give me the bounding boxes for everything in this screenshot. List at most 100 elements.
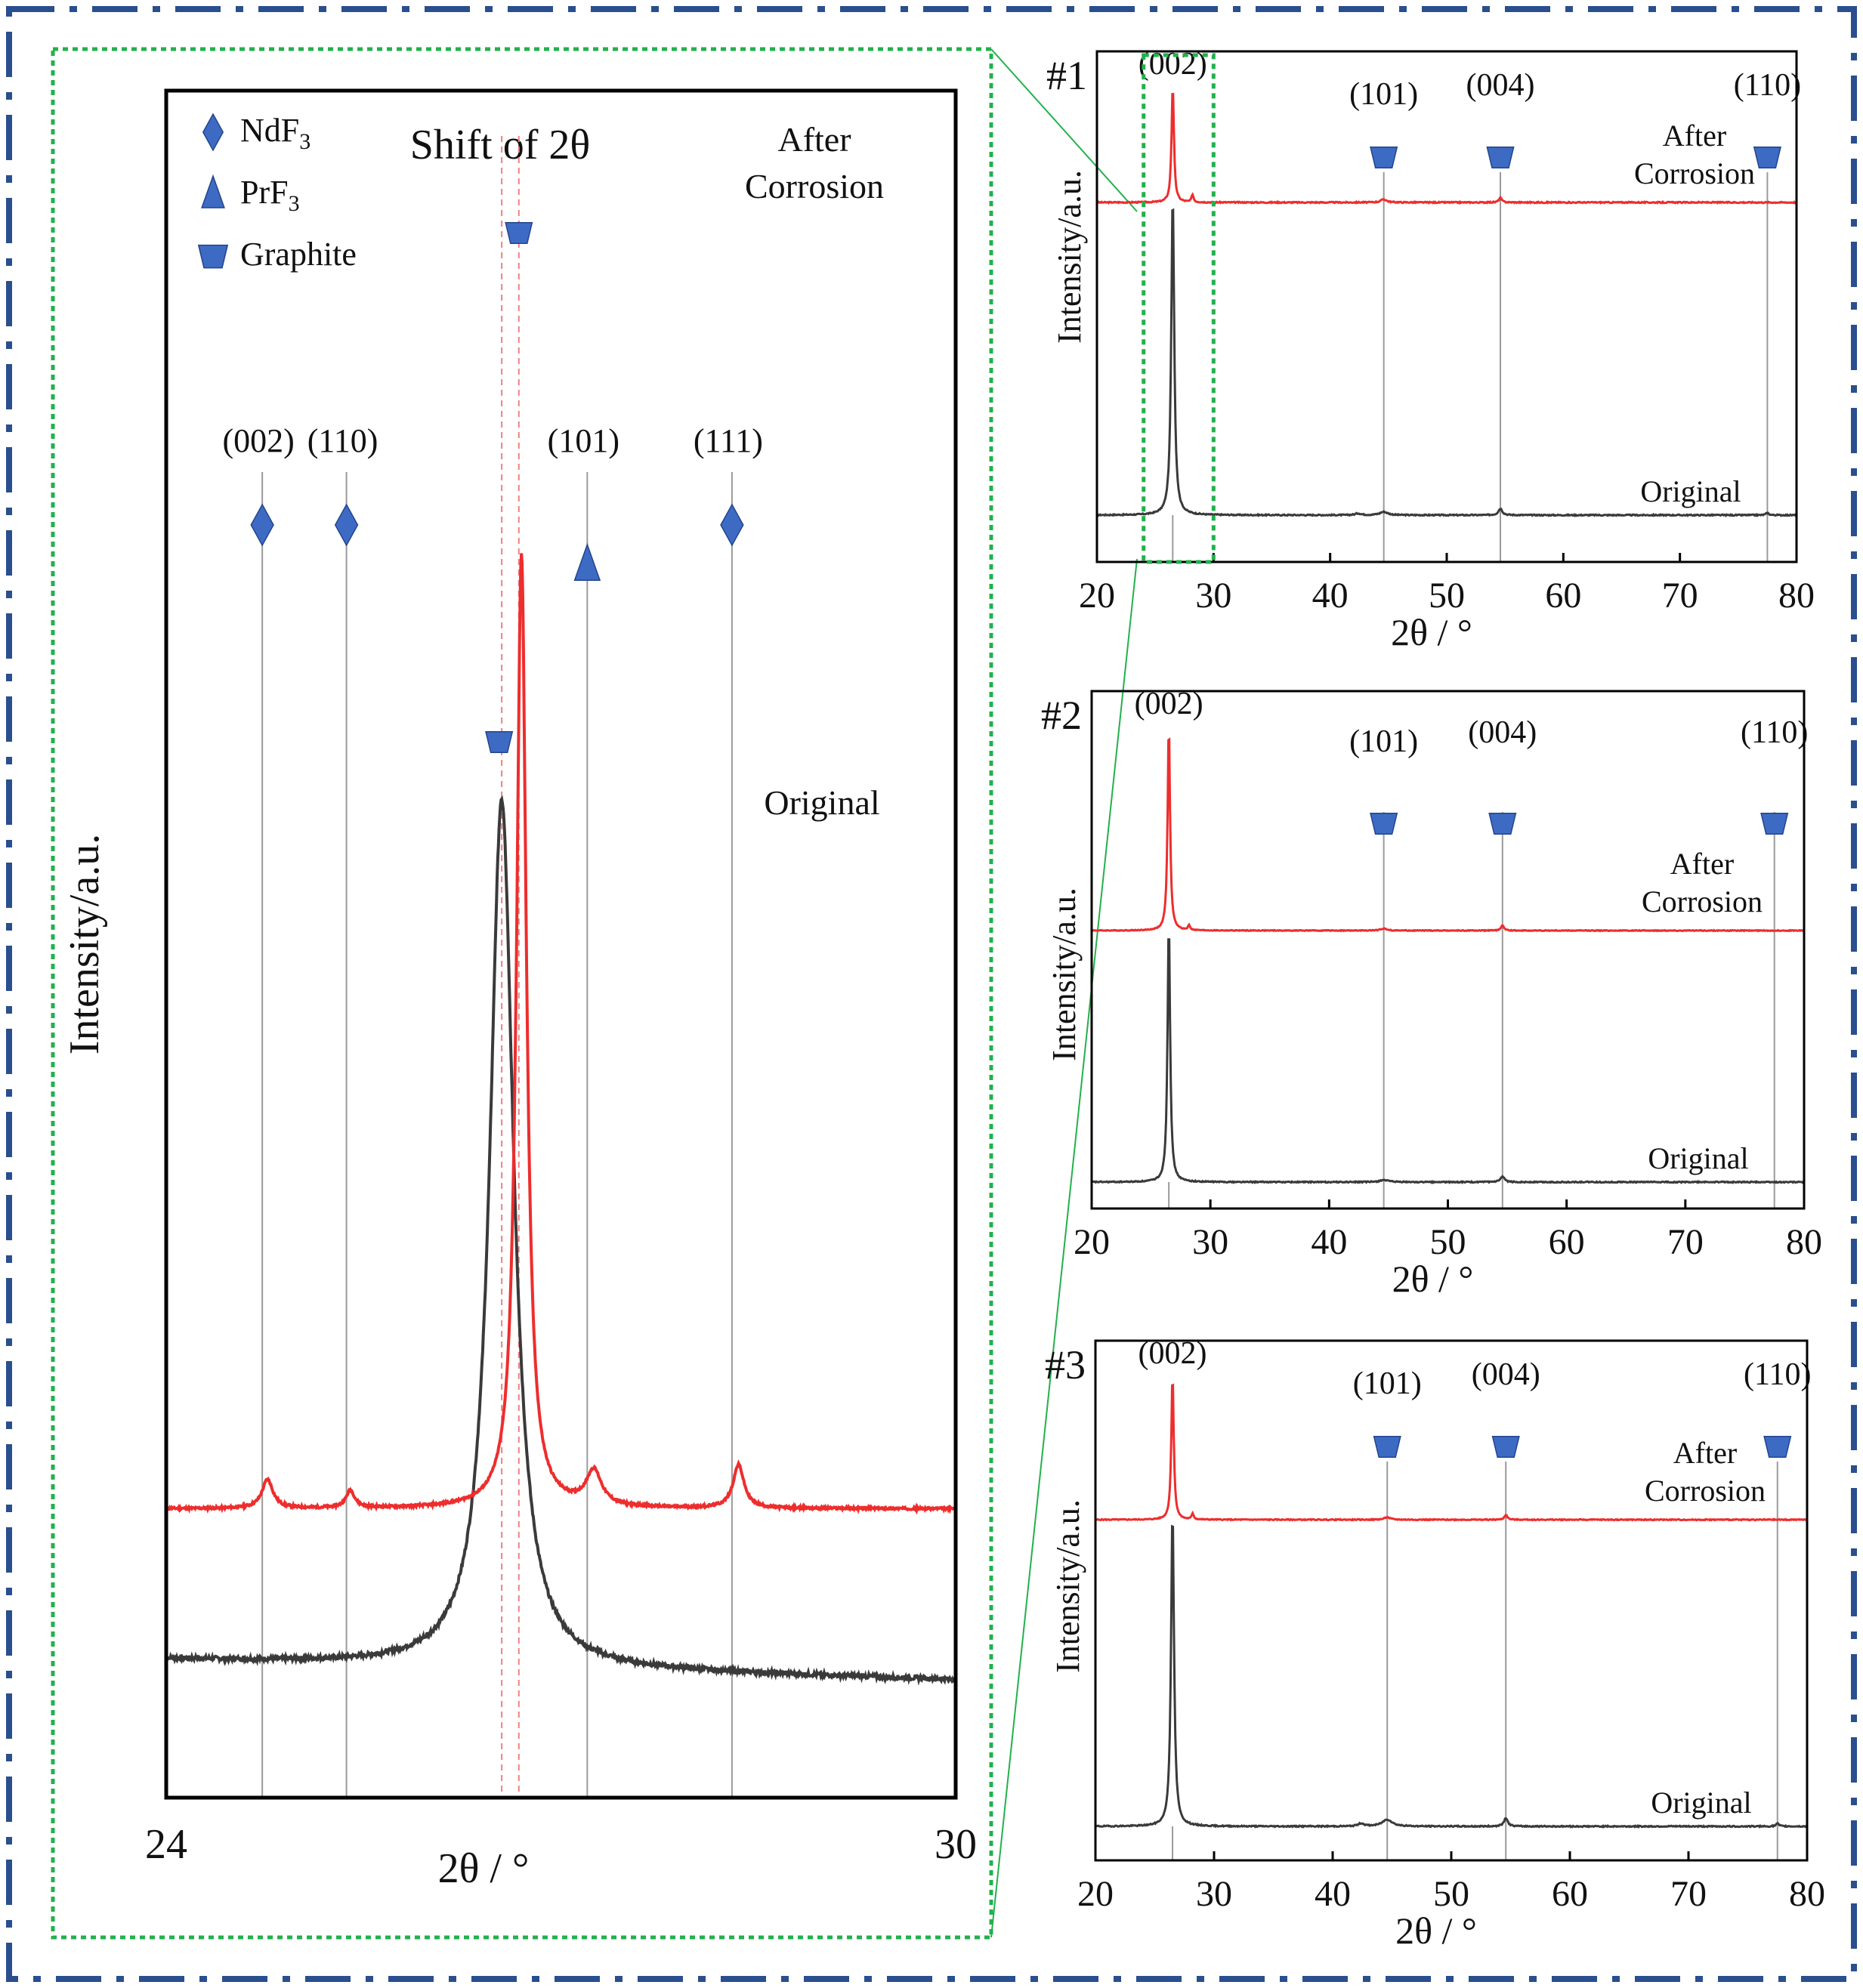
- peak-diamond-icon: [250, 503, 274, 547]
- subplot-id-label: #2: [1041, 693, 1082, 738]
- after-corrosion-label: Corrosion: [1634, 156, 1755, 190]
- x-tick-label: 50: [1430, 1222, 1466, 1262]
- peak-label: (111): [694, 422, 763, 459]
- x-tick-label: 30: [1195, 576, 1231, 616]
- legend-trapezoid-icon: [197, 244, 229, 269]
- x-tick-label: 40: [1315, 1874, 1351, 1914]
- subplot-frame: [1090, 690, 1806, 1210]
- graphite-marker-icon: [1373, 1436, 1401, 1459]
- graphite-marker-icon: [1763, 1436, 1792, 1459]
- peak-label: (004): [1468, 715, 1537, 750]
- peak-label: (004): [1472, 1357, 1540, 1392]
- x-tick-label: 80: [1789, 1874, 1825, 1914]
- peak-label: (101): [548, 422, 619, 459]
- graphite-marker-icon: [1760, 813, 1789, 835]
- peak-label: (110): [1734, 68, 1801, 103]
- peak-triangle-icon: [573, 542, 601, 581]
- after-series-line: [1091, 737, 1805, 933]
- main-legend: NdF3 PrF3 Graphite: [197, 112, 357, 273]
- main-chart: NdF3 PrF3 Graphite Shift of 2θ After Corrosio…: [61, 88, 977, 1892]
- graphite-marker-icon: [1488, 813, 1517, 835]
- subchart-1: (002) (101) (004) (110) 20 30 40 50 60 70 80 2θ / °…: [1046, 47, 1815, 653]
- after-series-line: [165, 553, 957, 1515]
- peak-label: (004): [1466, 68, 1535, 103]
- graphite-marker-icon: [1486, 147, 1515, 169]
- zoom-box-large: [51, 47, 993, 1940]
- legend-label: NdF3: [240, 112, 310, 154]
- x-tick-label: 70: [1667, 1222, 1704, 1262]
- original-label: Original: [1648, 1141, 1748, 1175]
- x-tick-label: 30: [1192, 1222, 1228, 1262]
- x-tick-label: 70: [1670, 1874, 1707, 1914]
- after-series-line: [1095, 1383, 1808, 1522]
- outer-frame: [6, 6, 1857, 1982]
- peak-label: (110): [307, 422, 378, 459]
- zoom-connector-bottom: [990, 558, 1138, 1938]
- peak-label: (002): [1138, 1336, 1207, 1371]
- x-tick-label: 60: [1549, 1222, 1585, 1262]
- x-axis-label: 2θ / °: [1391, 611, 1472, 653]
- x-axis-label: 2θ / °: [1392, 1258, 1474, 1300]
- main-title: Shift of 2θ: [410, 122, 590, 168]
- subplot-frame: [1094, 1339, 1809, 1862]
- zoom-region-box: [1142, 53, 1216, 564]
- x-tick-label: 60: [1552, 1874, 1588, 1914]
- y-axis-label: Intensity/a.u.: [61, 834, 108, 1054]
- graphite-marker-icon: [1370, 147, 1398, 169]
- x-tick-label: 40: [1311, 1222, 1347, 1262]
- peak-label: (110): [1741, 715, 1808, 750]
- after-corrosion-label: After: [1663, 119, 1726, 153]
- original-label: Original: [764, 783, 879, 822]
- after-corrosion-label: After: [1670, 847, 1734, 881]
- peak-label: (101): [1349, 724, 1418, 759]
- original-series-line: [1095, 1524, 1808, 1829]
- original-label: Original: [1651, 1786, 1751, 1820]
- x-tick-label: 30: [935, 1821, 977, 1868]
- graphite-marker-icon: [1370, 813, 1398, 835]
- x-tick-label: 30: [1196, 1874, 1232, 1914]
- x-tick-label: 50: [1429, 576, 1465, 616]
- peak-diamond-icon: [720, 503, 744, 547]
- after-corrosion-label: After: [1673, 1436, 1737, 1470]
- legend-subscript: 3: [299, 129, 310, 154]
- x-tick-label: 50: [1433, 1874, 1469, 1914]
- y-axis-label: Intensity/a.u.: [1051, 170, 1088, 344]
- x-axis-label: 2θ / °: [438, 1845, 530, 1892]
- x-tick-label: 20: [1079, 576, 1115, 616]
- subchart-2: (002) (101) (004) (110) 20 30 40 50 60 70 80 2θ / °…: [1041, 687, 1822, 1300]
- after-corrosion-label: Corrosion: [1642, 884, 1763, 918]
- main-plot-frame: [164, 88, 958, 1800]
- subchart-3: (002) (101) (004) (110) 20 30 40 50 60 70 80 2θ / °…: [1045, 1336, 1825, 1952]
- graphite-marker-icon: [505, 222, 533, 245]
- zoom-connector-top: [990, 48, 1138, 212]
- graphite-marker-icon: [1753, 147, 1781, 169]
- x-tick-label: 20: [1074, 1222, 1110, 1262]
- x-tick-label: 80: [1786, 1222, 1822, 1262]
- x-tick-label: 60: [1545, 576, 1581, 616]
- peak-diamond-icon: [334, 503, 359, 547]
- after-corrosion-label: Corrosion: [745, 167, 884, 205]
- x-tick-label: 80: [1778, 576, 1815, 616]
- subplot-id-label: #1: [1046, 53, 1087, 98]
- legend-label: PrF3: [240, 174, 300, 216]
- x-tick-label: 20: [1077, 1874, 1114, 1914]
- y-axis-label: Intensity/a.u.: [1049, 1499, 1086, 1673]
- peak-label: (002): [1138, 47, 1207, 82]
- legend-subscript: 3: [289, 191, 300, 216]
- peak-label: (002): [1135, 687, 1203, 721]
- x-tick-label: 40: [1312, 576, 1349, 616]
- graphite-marker-icon: [485, 731, 514, 754]
- x-tick-label: 24: [145, 1821, 187, 1868]
- peak-label: (110): [1744, 1357, 1811, 1392]
- legend-diamond-icon: [202, 113, 224, 152]
- legend-label: Graphite: [240, 236, 357, 273]
- after-corrosion-label: Corrosion: [1645, 1474, 1766, 1508]
- peak-label: (002): [222, 422, 294, 459]
- peak-label: (101): [1349, 77, 1418, 112]
- y-axis-label: Intensity/a.u.: [1046, 888, 1083, 1061]
- after-corrosion-label: After: [777, 120, 851, 159]
- x-tick-label: 70: [1662, 576, 1698, 616]
- subplot-id-label: #3: [1045, 1342, 1086, 1388]
- legend-triangle-icon: [201, 174, 225, 208]
